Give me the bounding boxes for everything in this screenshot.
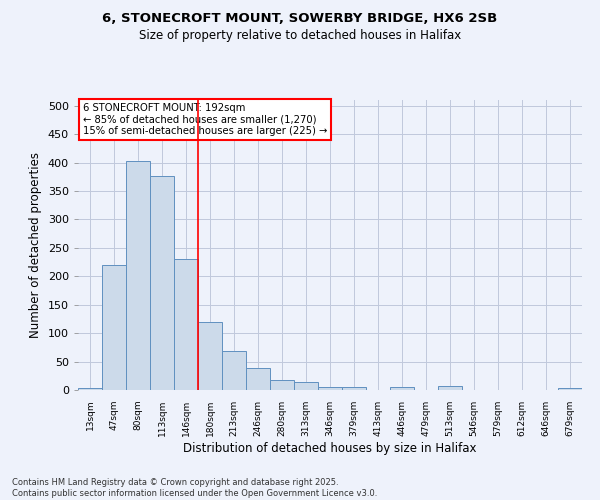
Bar	[102, 265, 126, 390]
Bar	[318, 386, 342, 390]
Bar	[222, 352, 246, 390]
Bar	[558, 388, 582, 390]
X-axis label: Distribution of detached houses by size in Halifax: Distribution of detached houses by size …	[183, 442, 477, 454]
Bar	[246, 368, 270, 390]
Bar	[126, 161, 150, 390]
Bar	[174, 259, 198, 390]
Bar	[270, 380, 294, 390]
Text: 6, STONECROFT MOUNT, SOWERBY BRIDGE, HX6 2SB: 6, STONECROFT MOUNT, SOWERBY BRIDGE, HX6…	[103, 12, 497, 26]
Text: Contains HM Land Registry data © Crown copyright and database right 2025.
Contai: Contains HM Land Registry data © Crown c…	[12, 478, 377, 498]
Bar	[78, 388, 102, 390]
Bar	[198, 322, 222, 390]
Text: Size of property relative to detached houses in Halifax: Size of property relative to detached ho…	[139, 29, 461, 42]
Bar	[438, 386, 462, 390]
Bar	[390, 386, 414, 390]
Bar	[342, 386, 366, 390]
Bar	[294, 382, 318, 390]
Y-axis label: Number of detached properties: Number of detached properties	[29, 152, 42, 338]
Bar	[150, 176, 174, 390]
Text: 6 STONECROFT MOUNT: 192sqm
← 85% of detached houses are smaller (1,270)
15% of s: 6 STONECROFT MOUNT: 192sqm ← 85% of deta…	[83, 103, 328, 136]
